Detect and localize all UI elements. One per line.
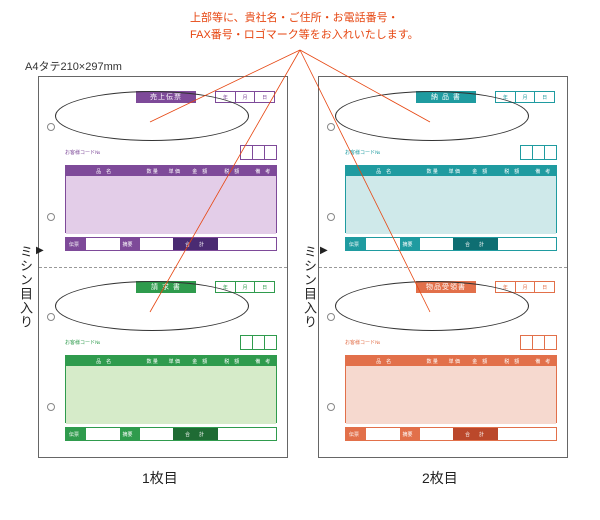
- slip-footer: 伝票 摘要 合 計: [345, 427, 557, 441]
- slip-date-box: 年 月 日: [215, 91, 275, 103]
- slip-p2-top: 納 品 書 年 月 日 お客様コード№ 品 名 数 量 単 価 金 額 税 額 …: [341, 87, 561, 257]
- punch-hole: [327, 403, 335, 411]
- approval-boxes: [521, 145, 557, 160]
- punch-hole: [47, 403, 55, 411]
- footer-mid: 摘要: [120, 238, 140, 250]
- footer-total-label: 合 計: [453, 428, 498, 440]
- perforation-text: ミシン目入り: [302, 245, 317, 329]
- footer-blank2: [420, 238, 454, 250]
- footer-blank1: [366, 428, 400, 440]
- footer-blank1: [86, 238, 120, 250]
- perforation-text: ミシン目入り: [18, 245, 33, 329]
- punch-hole: [327, 213, 335, 221]
- sheet-1: 売上伝票 年 月 日 お客様コード№ 品 名 数 量 単 価 金 額 税 額 備…: [38, 76, 288, 458]
- slip-title: 売上伝票: [136, 91, 196, 103]
- line-item-table: 品 名 数 量 単 価 金 額 税 額 備 考: [345, 165, 557, 233]
- slip-footer: 伝票 摘要 合 計: [345, 237, 557, 251]
- slip-p1-bottom: 請 求 書 年 月 日 お客様コード№ 品 名 数 量 単 価 金 額 税 額 …: [61, 277, 281, 447]
- slip-footer: 伝票 摘要 合 計: [65, 237, 277, 251]
- punch-hole: [47, 123, 55, 131]
- date-d: 日: [535, 284, 554, 291]
- footer-total-value: [218, 428, 276, 440]
- customer-code-label: お客様コード№: [345, 339, 380, 346]
- footer-total-value: [498, 238, 556, 250]
- table-body: [346, 366, 556, 424]
- table-head: 品 名 数 量 単 価 金 額 税 額 備 考: [66, 166, 276, 176]
- slip-date-box: 年 月 日: [495, 91, 555, 103]
- footer-total-label: 合 計: [453, 238, 498, 250]
- slip-title: 納 品 書: [416, 91, 476, 103]
- footer-left: 伝票: [66, 238, 86, 250]
- table-head: 品 名 数 量 単 価 金 額 税 額 備 考: [346, 166, 556, 176]
- table-body: [66, 366, 276, 424]
- footer-blank2: [420, 428, 454, 440]
- page-label-2: 2枚目: [422, 468, 458, 488]
- line-item-table: 品 名 数 量 単 価 金 額 税 額 備 考: [65, 355, 277, 423]
- perforation-line: [319, 267, 567, 268]
- customer-code-label: お客様コード№: [65, 339, 100, 346]
- triangle-icon: ▶: [320, 245, 329, 256]
- footer-mid: 摘要: [120, 428, 140, 440]
- perforation-label-left: ▶ ミシン目入り: [16, 245, 45, 329]
- table-head: 品 名 数 量 単 価 金 額 税 額 備 考: [346, 356, 556, 366]
- punch-hole: [47, 213, 55, 221]
- punch-hole: [327, 123, 335, 131]
- date-y: 年: [216, 94, 235, 101]
- slip-footer: 伝票 摘要 合 計: [65, 427, 277, 441]
- perforation-label-mid: ▶ ミシン目入り: [300, 245, 329, 329]
- slip-title: 物品受領書: [416, 281, 476, 293]
- note-line1: 上部等に、貴社名・ご住所・お電話番号・: [190, 12, 399, 24]
- customer-code-label: お客様コード№: [345, 149, 380, 156]
- table-body: [346, 176, 556, 234]
- footer-blank1: [366, 238, 400, 250]
- date-d: 日: [255, 94, 274, 101]
- footer-total-label: 合 計: [173, 238, 218, 250]
- slip-p2-bottom: 物品受領書 年 月 日 お客様コード№ 品 名 数 量 単 価 金 額 税 額 …: [341, 277, 561, 447]
- date-m: 月: [516, 284, 535, 291]
- date-y: 年: [496, 94, 515, 101]
- table-body: [66, 176, 276, 234]
- slip-p1-top: 売上伝票 年 月 日 お客様コード№ 品 名 数 量 単 価 金 額 税 額 備…: [61, 87, 281, 257]
- footer-blank2: [140, 238, 174, 250]
- footer-left: 伝票: [346, 428, 366, 440]
- date-m: 月: [236, 94, 255, 101]
- date-y: 年: [216, 284, 235, 291]
- date-y: 年: [496, 284, 515, 291]
- note-line2: FAX番号・ロゴマーク等をお入れいたします。: [190, 29, 419, 41]
- approval-boxes: [521, 335, 557, 350]
- slip-date-box: 年 月 日: [215, 281, 275, 293]
- date-d: 日: [535, 94, 554, 101]
- line-item-table: 品 名 数 量 単 価 金 額 税 額 備 考: [345, 355, 557, 423]
- date-d: 日: [255, 284, 274, 291]
- punch-hole: [47, 313, 55, 321]
- approval-boxes: [241, 145, 277, 160]
- footer-total-value: [498, 428, 556, 440]
- customer-code-label: お客様コード№: [65, 149, 100, 156]
- footer-left: 伝票: [346, 238, 366, 250]
- table-head: 品 名 数 量 単 価 金 額 税 額 備 考: [66, 356, 276, 366]
- line-item-table: 品 名 数 量 単 価 金 額 税 額 備 考: [65, 165, 277, 233]
- sheet-2: 納 品 書 年 月 日 お客様コード№ 品 名 数 量 単 価 金 額 税 額 …: [318, 76, 568, 458]
- paper-size-label: A4タテ210×297mm: [25, 58, 122, 74]
- perforation-line: [39, 267, 287, 268]
- footer-mid: 摘要: [400, 428, 420, 440]
- footer-blank1: [86, 428, 120, 440]
- footer-left: 伝票: [66, 428, 86, 440]
- footer-mid: 摘要: [400, 238, 420, 250]
- footer-total-label: 合 計: [173, 428, 218, 440]
- date-m: 月: [516, 94, 535, 101]
- page-label-1: 1枚目: [142, 468, 178, 488]
- footer-blank2: [140, 428, 174, 440]
- slip-date-box: 年 月 日: [495, 281, 555, 293]
- triangle-icon: ▶: [36, 245, 45, 256]
- date-m: 月: [236, 284, 255, 291]
- slip-title: 請 求 書: [136, 281, 196, 293]
- footer-total-value: [218, 238, 276, 250]
- top-note: 上部等に、貴社名・ご住所・お電話番号・ FAX番号・ロゴマーク等をお入れいたしま…: [190, 10, 419, 43]
- approval-boxes: [241, 335, 277, 350]
